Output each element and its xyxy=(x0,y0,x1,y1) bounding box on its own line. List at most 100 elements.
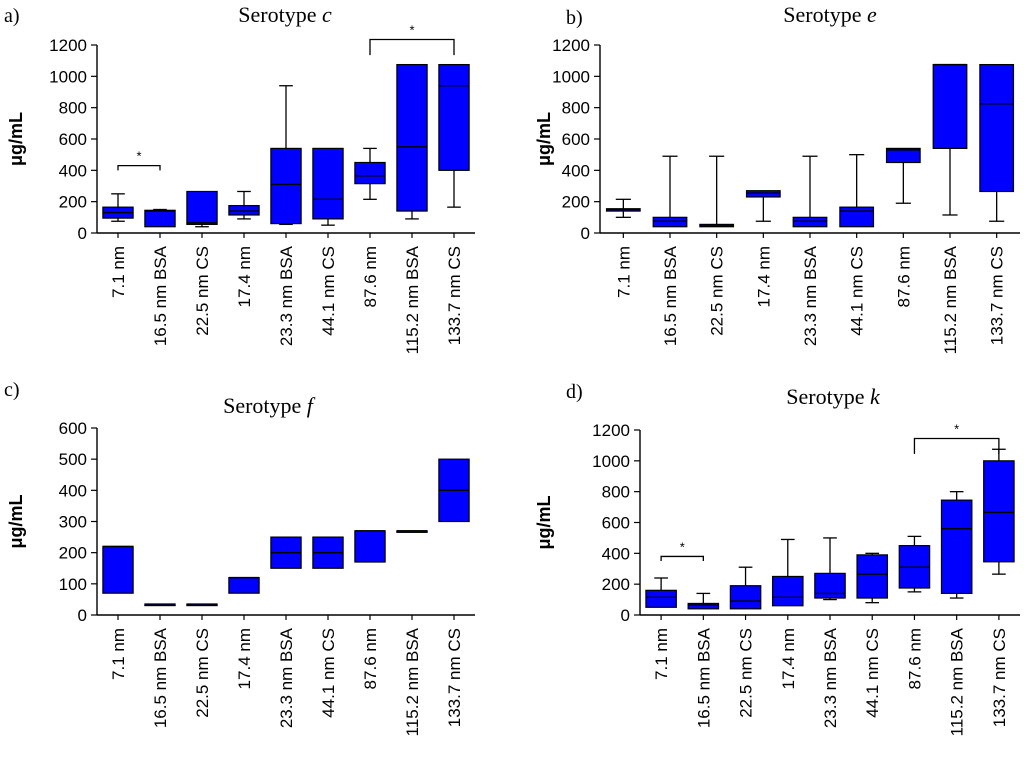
chart-title-serotype: k xyxy=(870,384,881,409)
box-body xyxy=(228,204,260,216)
y-tick-label: 0 xyxy=(621,606,630,625)
box-plot-1 xyxy=(645,577,677,608)
x-category-label: 44.1 nm CS xyxy=(863,628,882,718)
y-axis-label: μg/mL xyxy=(6,494,26,548)
box-body xyxy=(839,206,875,228)
chart-title: Serotype e xyxy=(783,2,877,27)
chart-panel-3: c) Serotype f μg/mL 0 100 200 300 400 500 600 7.1 … xyxy=(4,379,475,736)
bracket-line xyxy=(913,437,1000,454)
chart-title-prefix: Serotype xyxy=(786,384,870,409)
box-body xyxy=(438,63,470,171)
box-plot-2 xyxy=(687,592,720,610)
chart-title-prefix: Serotype xyxy=(783,2,867,27)
y-tick-label: 1000 xyxy=(49,67,87,86)
box-body xyxy=(687,602,720,610)
panel-label: b) xyxy=(566,7,583,29)
x-category-label: 7.1 nm xyxy=(109,246,128,298)
box-plot-4 xyxy=(228,576,260,594)
y-tick-label: 800 xyxy=(562,99,590,118)
x-category-label: 7.1 nm xyxy=(614,246,633,298)
box-plot-6 xyxy=(839,154,875,228)
box-plot-5 xyxy=(792,155,828,228)
x-category-label: 87.6 nm xyxy=(905,628,924,689)
significance-bracket: * xyxy=(660,539,704,562)
box-body xyxy=(814,572,846,599)
box-plot-4 xyxy=(228,190,260,220)
y-tick-label: 200 xyxy=(562,193,590,212)
x-category-label: 115.2 nm BSA xyxy=(948,627,967,736)
box-plot-4 xyxy=(771,538,804,607)
box-body xyxy=(979,63,1015,193)
y-tick-label: 600 xyxy=(602,514,630,533)
significance-star: * xyxy=(409,23,414,38)
y-tick-label: 1200 xyxy=(49,36,87,55)
box-body xyxy=(745,190,781,198)
x-category-label: 115.2 nm BSA xyxy=(403,627,422,736)
y-tick-label: 600 xyxy=(59,419,87,438)
box-body xyxy=(144,209,176,228)
y-tick-label: 1000 xyxy=(592,452,630,471)
x-category-label: 16.5 nm BSA xyxy=(694,627,713,728)
x-category-label: 44.1 nm CS xyxy=(848,246,867,336)
box-plot-1 xyxy=(605,198,641,218)
y-tick-label: 800 xyxy=(59,99,87,118)
x-category-label: 87.6 nm xyxy=(361,246,380,307)
x-category-label: 22.5 nm CS xyxy=(737,628,756,718)
x-category-label: 16.5 nm BSA xyxy=(151,245,170,346)
x-category-label: 44.1 nm CS xyxy=(319,246,338,336)
y-axis-label: μg/mL xyxy=(6,112,26,166)
chart-title: Serotype k xyxy=(786,384,881,409)
chart-title-serotype: e xyxy=(867,2,877,27)
box-body xyxy=(792,216,828,228)
x-category-label: 17.4 nm xyxy=(235,246,254,307)
box-plot-3 xyxy=(729,566,762,610)
box-body xyxy=(312,147,344,220)
box-plot-1 xyxy=(102,193,134,222)
box-body xyxy=(270,147,302,225)
box-plot-8 xyxy=(932,63,968,216)
box-plot-6 xyxy=(856,552,889,604)
chart-title-prefix: Serotype xyxy=(238,2,322,27)
y-tick-label: 200 xyxy=(59,544,87,563)
significance-star: * xyxy=(680,539,685,554)
chart-panel-1: a) Serotype c μg/mL 0 200 400 600 800 1000 1200 7.… xyxy=(4,2,475,354)
box-plot-8 xyxy=(396,63,428,220)
x-category-label: 87.6 nm xyxy=(894,246,913,307)
y-tick-label: 400 xyxy=(59,481,87,500)
box-plot-1 xyxy=(102,545,134,594)
x-category-label: 87.6 nm xyxy=(361,628,380,689)
x-category-label: 23.3 nm BSA xyxy=(277,627,296,728)
box-plot-6 xyxy=(312,536,344,569)
x-category-label: 22.5 nm CS xyxy=(193,628,212,718)
y-tick-label: 0 xyxy=(581,224,590,243)
x-category-label: 23.3 nm BSA xyxy=(821,627,840,728)
box-plot-5 xyxy=(270,536,302,569)
box-plot-6 xyxy=(312,147,344,226)
y-tick-label: 400 xyxy=(59,161,87,180)
chart-title: Serotype f xyxy=(223,393,316,418)
x-category-label: 133.7 nm CS xyxy=(445,246,464,345)
y-tick-label: 600 xyxy=(562,130,590,149)
chart-panel-2: b) Serotype e μg/mL 0 200 400 600 800 1000 1200 7.… xyxy=(534,2,1020,354)
y-tick-label: 0 xyxy=(78,224,87,243)
chart-title: Serotype c xyxy=(238,2,332,27)
y-tick-label: 0 xyxy=(78,606,87,625)
box-body xyxy=(396,63,428,212)
x-category-label: 17.4 nm xyxy=(779,628,798,689)
x-category-label: 115.2 nm BSA xyxy=(403,245,422,354)
panel-label: a) xyxy=(4,5,20,27)
x-category-label: 16.5 nm BSA xyxy=(151,627,170,728)
x-category-label: 23.3 nm BSA xyxy=(277,245,296,346)
y-tick-label: 600 xyxy=(59,130,87,149)
panel-label: c) xyxy=(4,379,20,401)
chart-title-prefix: Serotype xyxy=(223,393,307,418)
chart-title-serotype: c xyxy=(322,2,332,27)
x-category-label: 23.3 nm BSA xyxy=(801,245,820,346)
y-tick-label: 1000 xyxy=(552,67,590,86)
y-tick-label: 800 xyxy=(602,483,630,502)
y-axis-label: μg/mL xyxy=(534,495,554,549)
significance-star: * xyxy=(954,421,959,436)
box-plot-9 xyxy=(979,63,1015,222)
panel-label: d) xyxy=(566,381,583,403)
